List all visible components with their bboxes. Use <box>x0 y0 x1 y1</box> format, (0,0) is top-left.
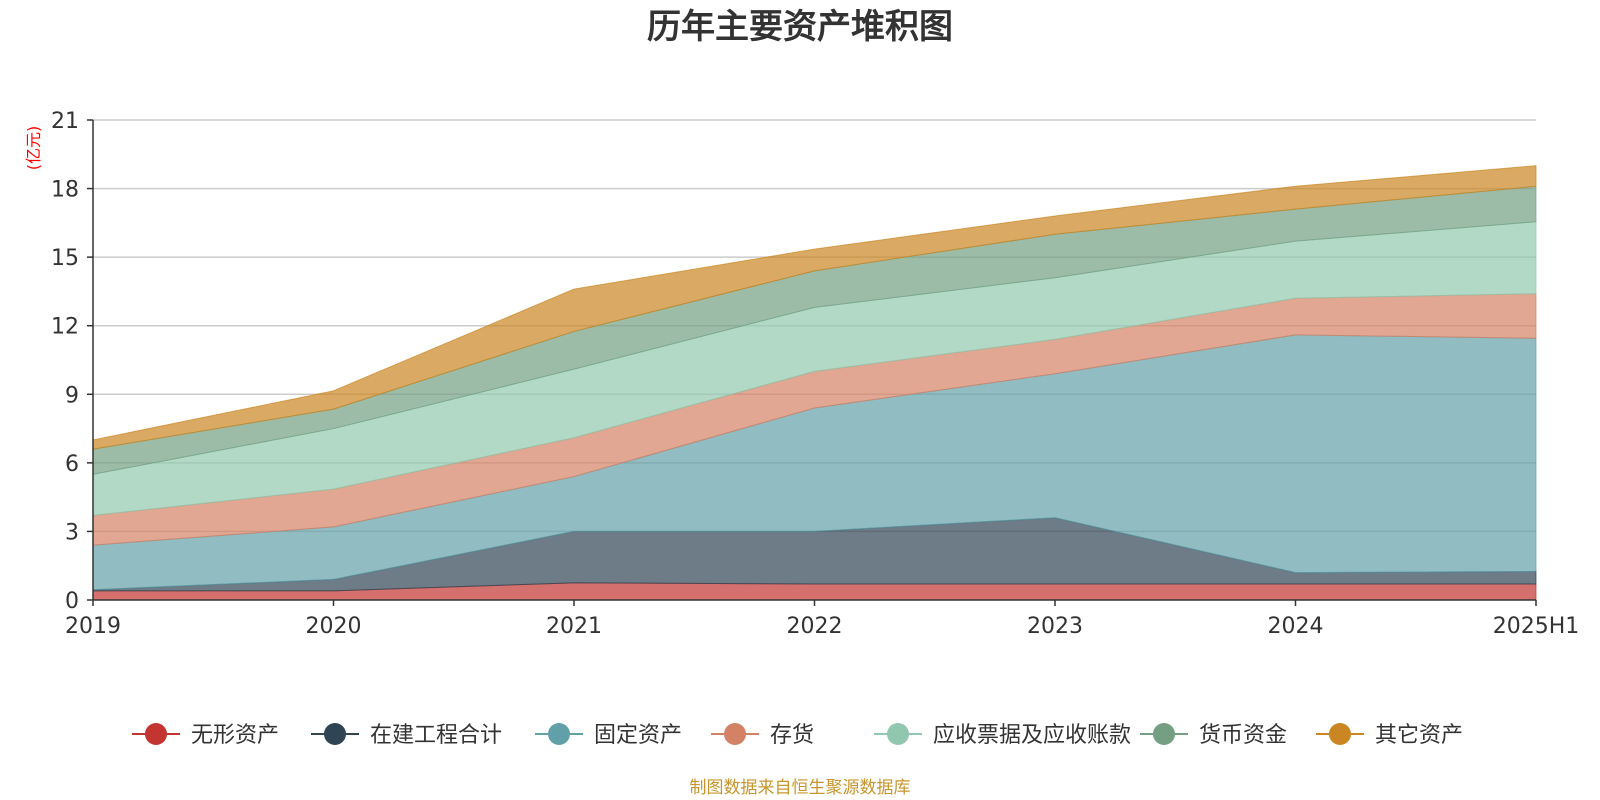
x-tick-label: 2024 <box>1268 614 1324 639</box>
legend-label: 其它资产 <box>1375 723 1463 748</box>
data-source-note: 制图数据来自恒生聚源数据库 <box>690 778 911 798</box>
legend[interactable]: 无形资产 在建工程合计 固定资产 存货 应收票据及应收账款 货币资金 其它资产 <box>132 723 1463 748</box>
legend-marker <box>324 723 346 745</box>
chart-title: 历年主要资产堆积图 <box>647 7 953 47</box>
axes: 0 3 6 9 12 15 18 21 2019 2020 2021 2022 2023 2024 2025… <box>51 109 1579 639</box>
y-tick-label: 12 <box>51 315 79 340</box>
x-tick-label: 2025H1 <box>1493 614 1580 639</box>
x-tick-label: 2021 <box>546 614 602 639</box>
legend-item[interactable]: 应收票据及应收账款 <box>874 723 1131 748</box>
y-tick-label: 9 <box>65 383 79 408</box>
x-tick-label: 2023 <box>1027 614 1083 639</box>
legend-item[interactable]: 存货 <box>711 723 814 748</box>
y-tick-label: 3 <box>65 520 79 545</box>
y-tick-label: 6 <box>65 452 79 477</box>
legend-label: 应收票据及应收账款 <box>933 723 1131 748</box>
legend-item[interactable]: 无形资产 <box>132 723 279 748</box>
x-tick-label: 2022 <box>787 614 843 639</box>
y-tick-label: 0 <box>65 589 79 614</box>
legend-label: 无形资产 <box>191 723 279 748</box>
legend-marker <box>1329 723 1351 745</box>
y-axis-unit: (亿元) <box>24 126 43 171</box>
legend-label: 固定资产 <box>594 723 682 748</box>
legend-label: 在建工程合计 <box>370 723 502 748</box>
legend-marker <box>887 723 909 745</box>
area-series <box>92 165 1537 450</box>
legend-label: 存货 <box>770 723 814 748</box>
legend-marker <box>548 723 570 745</box>
legend-item[interactable]: 货币资金 <box>1140 723 1287 748</box>
x-tick-label: 2019 <box>65 614 121 639</box>
x-tick-label: 2020 <box>306 614 362 639</box>
legend-marker <box>724 723 746 745</box>
legend-item[interactable]: 在建工程合计 <box>311 723 502 748</box>
legend-marker <box>1153 723 1175 745</box>
y-tick-label: 21 <box>51 109 79 134</box>
legend-marker <box>145 723 167 745</box>
y-tick-label: 18 <box>51 178 79 203</box>
stacked-areas <box>92 165 1537 601</box>
legend-label: 货币资金 <box>1199 723 1287 748</box>
y-tick-label: 15 <box>51 246 79 271</box>
legend-item[interactable]: 固定资产 <box>535 723 682 748</box>
legend-item[interactable]: 其它资产 <box>1316 723 1463 748</box>
